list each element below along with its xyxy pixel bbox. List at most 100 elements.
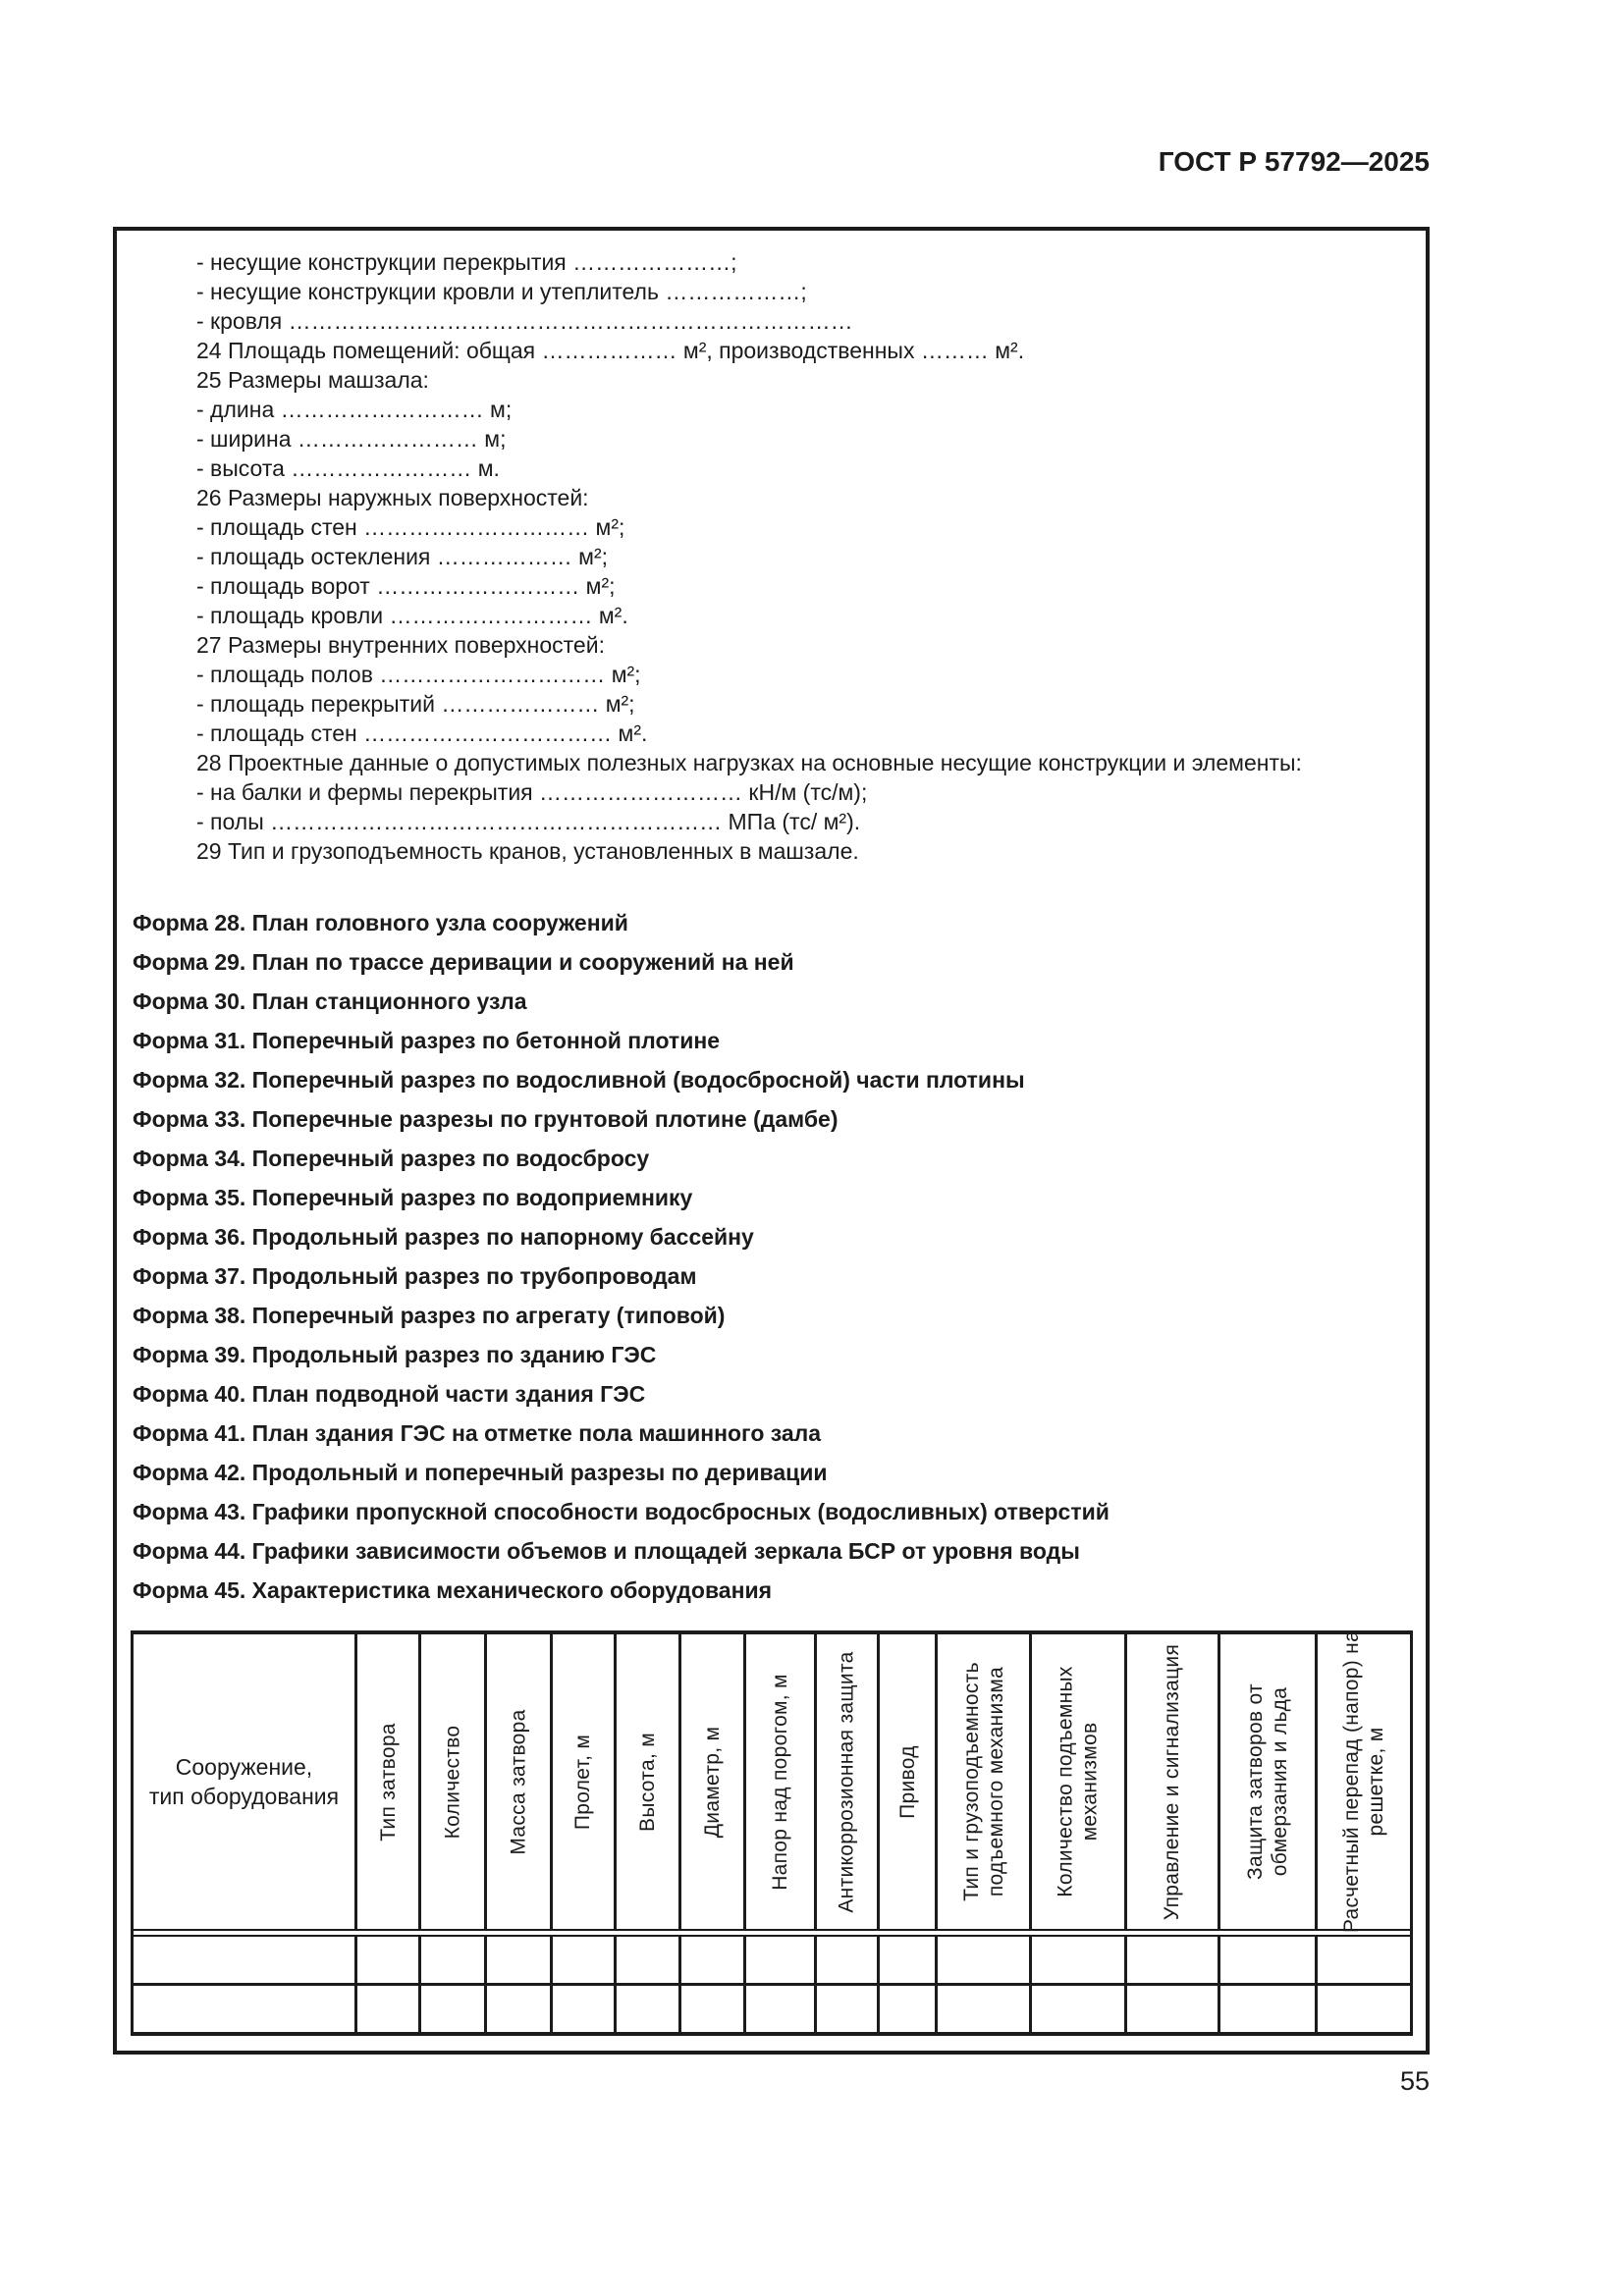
col-header-cell: Диаметр, м bbox=[681, 1634, 746, 1929]
form-heading: Форма 34. Поперечный разрез по водосброс… bbox=[133, 1146, 650, 1171]
form-heading: Форма 33. Поперечные разрезы по грунтово… bbox=[133, 1106, 839, 1132]
col-header-cell: Пролет, м bbox=[553, 1634, 617, 1929]
col-header-label: Расчетный перепад (напор) на решетке, м bbox=[1340, 1629, 1388, 1934]
col-header-cell: Масса затвора bbox=[487, 1634, 553, 1929]
table-row bbox=[134, 1937, 1410, 1986]
form45-table: Сооружение, тип оборудования Тип затвора К… bbox=[131, 1630, 1413, 2036]
empty-cell bbox=[1127, 1937, 1220, 1983]
form-heading: Форма 29. План по трассе деривации и соо… bbox=[133, 949, 794, 975]
col-header-cell: Управление и сигнализация bbox=[1127, 1634, 1220, 1929]
empty-cell bbox=[134, 1937, 357, 1983]
table-row bbox=[134, 1986, 1410, 2032]
col-header-cell: Тип и грузоподъемность подъемного механи… bbox=[938, 1634, 1032, 1929]
spec-line: - ширина …………………… м; bbox=[196, 426, 507, 452]
spec-line: - высота …………………… м. bbox=[196, 455, 500, 481]
col-header-label: Сооружение, тип оборудования bbox=[148, 1754, 340, 1809]
spec-line: - площадь остекления ……………… м²; bbox=[196, 544, 609, 569]
empty-cell bbox=[1220, 1986, 1318, 2032]
spec-line: - на балки и фермы перекрытия ……………………… … bbox=[196, 779, 868, 805]
spec-line: - площадь стен ………………………… м²; bbox=[196, 514, 625, 540]
page-number: 55 bbox=[1399, 2066, 1430, 2096]
col-header-label: Тип и грузоподъемность подъемного механи… bbox=[959, 1662, 1007, 1901]
empty-cell bbox=[487, 1937, 553, 1983]
form-heading: Форма 42. Продольный и поперечный разрез… bbox=[133, 1460, 828, 1485]
empty-cell bbox=[617, 1986, 681, 2032]
form-heading: Форма 37. Продольный разрез по трубопров… bbox=[133, 1263, 697, 1289]
forms-list: Форма 28. План головного узла сооружений… bbox=[133, 903, 1110, 1610]
spec-line: - полы …………………………………………………… МПа (тс/ м²)… bbox=[196, 809, 861, 834]
form-heading: Форма 35. Поперечный разрез по водоприем… bbox=[133, 1185, 693, 1210]
col-header-label: Масса затвора bbox=[507, 1708, 530, 1855]
col-header-label: Привод bbox=[895, 1744, 919, 1819]
empty-cell bbox=[1318, 1986, 1410, 2032]
empty-cell bbox=[880, 1986, 938, 2032]
empty-cell bbox=[357, 1937, 421, 1983]
empty-cell bbox=[681, 1937, 746, 1983]
spec-line: - длина ……………………… м; bbox=[196, 397, 513, 422]
col-header-label: Количество bbox=[441, 1725, 464, 1839]
empty-cell bbox=[1127, 1986, 1220, 2032]
col-header-cell: Расчетный перепад (напор) на решетке, м bbox=[1318, 1630, 1410, 1933]
empty-cell bbox=[746, 1986, 817, 2032]
col-header-cell: Тип затвора bbox=[357, 1634, 421, 1929]
col-header-label: Тип затвора bbox=[376, 1722, 400, 1842]
table-header-row: Сооружение, тип оборудования Тип затвора К… bbox=[134, 1630, 1410, 1933]
spec-list: - несущие конструкции перекрытия …………………… bbox=[196, 247, 1302, 866]
empty-cell bbox=[681, 1986, 746, 2032]
spec-line: - кровля ………………………………………………………………… bbox=[196, 308, 853, 334]
empty-cell bbox=[617, 1937, 681, 1983]
col-header-cell: Антикоррозионная защита bbox=[817, 1634, 880, 1929]
empty-cell bbox=[1318, 1937, 1410, 1983]
spec-line: - площадь ворот ……………………… м²; bbox=[196, 573, 616, 599]
form-heading: Форма 30. План станционного узла bbox=[133, 988, 527, 1014]
form-heading: Форма 28. План головного узла сооружений bbox=[133, 910, 628, 935]
col-header-cell: Напор над порогом, м bbox=[746, 1634, 817, 1929]
col-header-label: Диаметр, м bbox=[701, 1726, 724, 1838]
spec-line: - несущие конструкции перекрытия …………………… bbox=[196, 249, 737, 275]
col-header-label: Защита затворов от обмерзания и льда bbox=[1244, 1683, 1292, 1880]
col-header-label: Пролет, м bbox=[571, 1734, 595, 1830]
spec-line: - площадь стен …………………………… м². bbox=[196, 721, 648, 746]
empty-cell bbox=[421, 1937, 487, 1983]
empty-cell bbox=[553, 1986, 617, 2032]
table-body bbox=[134, 1935, 1410, 2032]
form-heading: Форма 44. Графики зависимости объемов и … bbox=[133, 1538, 1080, 1564]
col-header-cell: Привод bbox=[880, 1634, 938, 1929]
form-heading: Форма 43. Графики пропускной способности… bbox=[133, 1499, 1110, 1524]
empty-cell bbox=[938, 1986, 1032, 2032]
col-header-cell: Высота, м bbox=[617, 1634, 681, 1929]
spec-line: - площадь перекрытий ………………… м²; bbox=[196, 691, 635, 717]
col-header-cell: Количество bbox=[421, 1634, 487, 1929]
standard-code: ГОСТ Р 57792—2025 bbox=[1158, 146, 1430, 177]
spec-line: 26 Размеры наружных поверхностей: bbox=[196, 485, 589, 510]
spec-line: 24 Площадь помещений: общая ……………… м², п… bbox=[196, 338, 1025, 363]
spec-line: 28 Проектные данные о допустимых полезны… bbox=[196, 750, 1302, 775]
empty-cell bbox=[817, 1986, 880, 2032]
spec-line: - площадь полов ………………………… м²; bbox=[196, 662, 641, 687]
empty-cell bbox=[134, 1986, 357, 2032]
empty-cell bbox=[357, 1986, 421, 2032]
empty-cell bbox=[1032, 1937, 1127, 1983]
content-frame: - несущие конструкции перекрытия …………………… bbox=[113, 227, 1430, 2055]
form-heading: Форма 36. Продольный разрез по напорному… bbox=[133, 1224, 754, 1250]
col-header-label: Высота, м bbox=[636, 1732, 659, 1832]
col-header-label: Количество подъемных механизмов bbox=[1055, 1666, 1103, 1897]
empty-cell bbox=[938, 1937, 1032, 1983]
col-header-label: Напор над порогом, м bbox=[769, 1673, 792, 1891]
col-header-label: Управление и сигнализация bbox=[1161, 1643, 1184, 1920]
form-heading: Форма 40. План подводной части здания ГЭ… bbox=[133, 1381, 646, 1407]
empty-cell bbox=[817, 1937, 880, 1983]
col-header-cell: Защита затворов от обмерзания и льда bbox=[1220, 1634, 1318, 1929]
empty-cell bbox=[421, 1986, 487, 2032]
empty-cell bbox=[1220, 1937, 1318, 1983]
spec-line: - площадь кровли ……………………… м². bbox=[196, 603, 628, 628]
empty-cell bbox=[880, 1937, 938, 1983]
col-header-label: Антикоррозионная защита bbox=[836, 1650, 859, 1913]
empty-cell bbox=[553, 1937, 617, 1983]
spec-line: 25 Размеры машзала: bbox=[196, 367, 429, 393]
empty-cell bbox=[487, 1986, 553, 2032]
empty-cell bbox=[746, 1937, 817, 1983]
form-heading: Форма 39. Продольный разрез по зданию ГЭ… bbox=[133, 1342, 657, 1367]
spec-line: 29 Тип и грузоподъемность кранов, устано… bbox=[196, 838, 859, 864]
